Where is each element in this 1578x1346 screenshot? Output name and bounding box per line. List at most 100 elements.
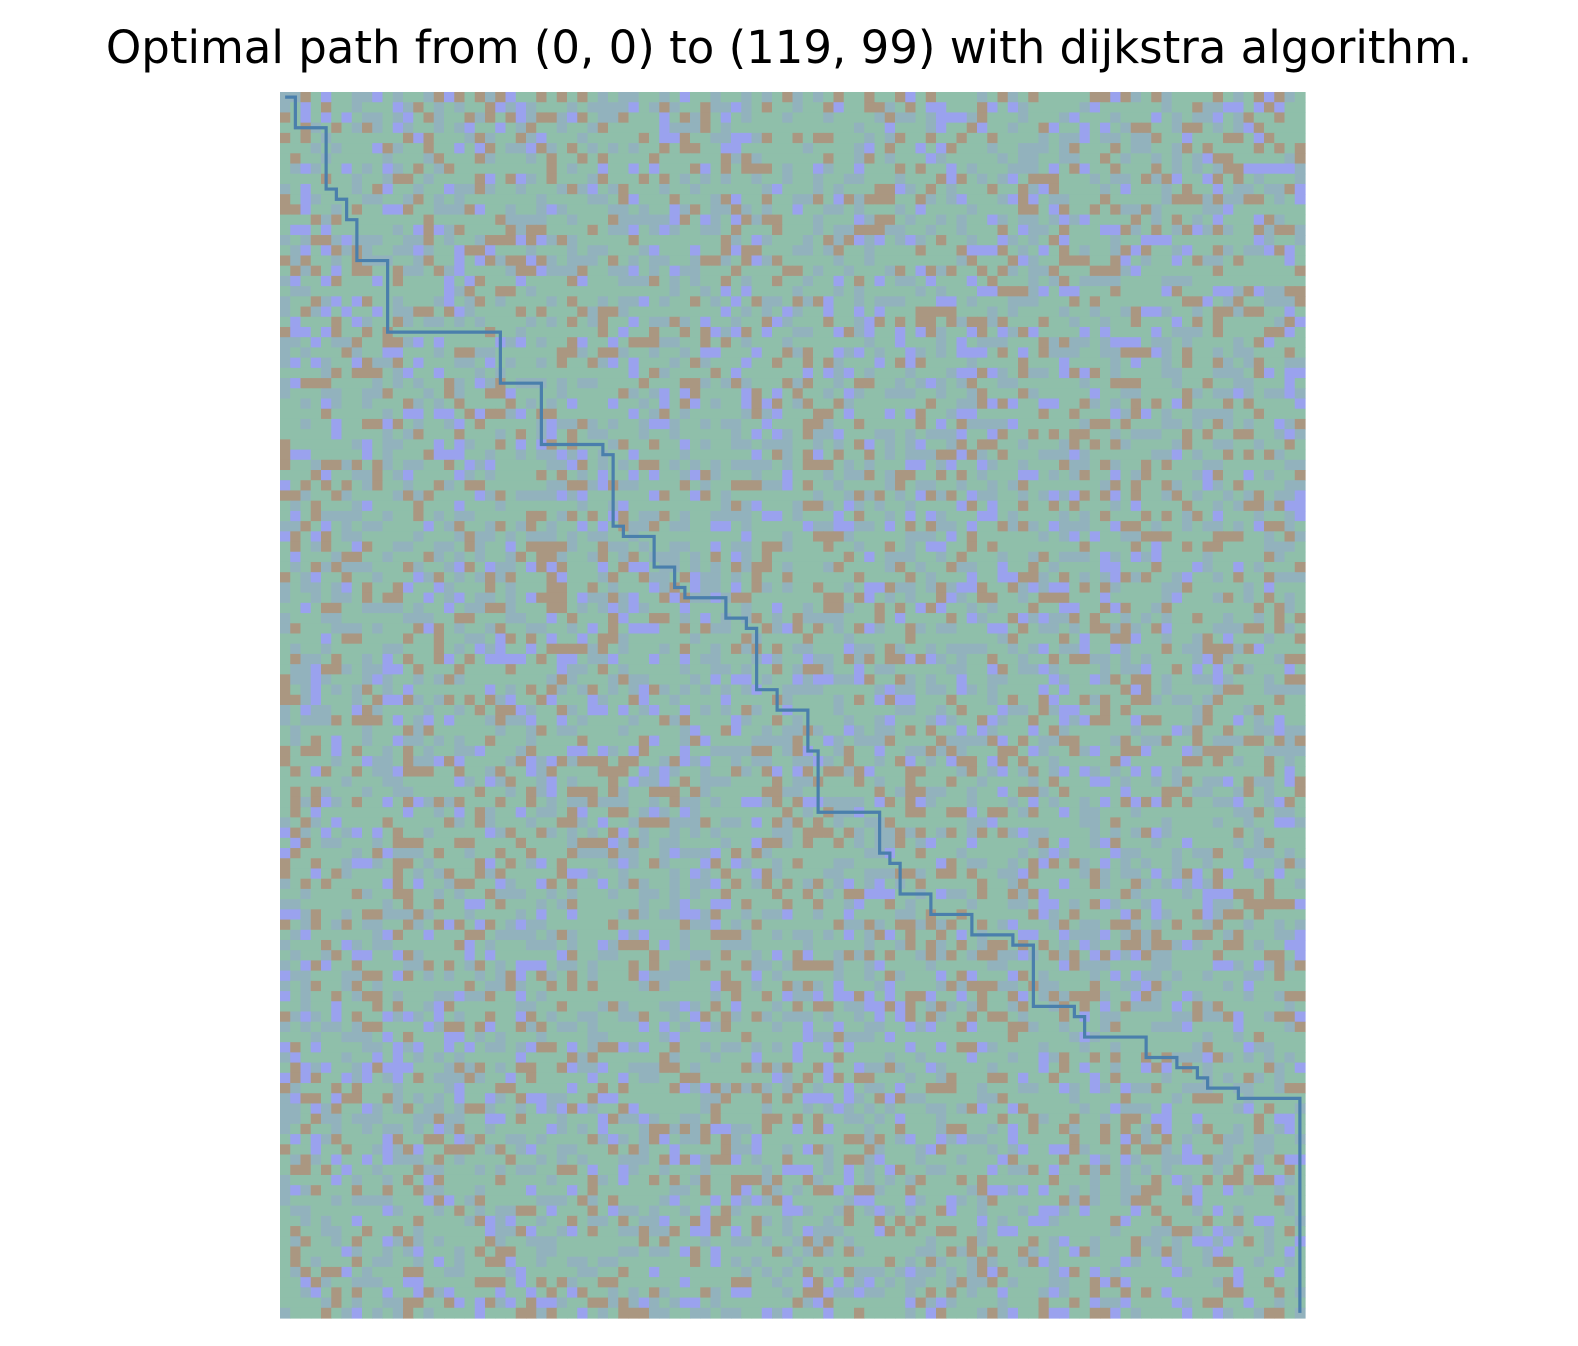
grid-cell bbox=[1141, 367, 1152, 379]
grid-cell bbox=[392, 112, 404, 124]
grid-cell bbox=[351, 582, 363, 594]
grid-cell bbox=[403, 531, 414, 543]
grid-cell bbox=[1264, 551, 1275, 563]
grid-cell bbox=[802, 541, 814, 553]
grid-cell bbox=[1038, 235, 1050, 246]
grid-cell bbox=[1018, 173, 1029, 185]
grid-cell bbox=[1120, 163, 1132, 175]
grid-cell bbox=[597, 378, 609, 389]
grid-cell bbox=[710, 306, 722, 318]
grid-cell bbox=[782, 235, 794, 246]
grid-cell bbox=[546, 132, 558, 144]
grid-cell bbox=[1048, 132, 1060, 144]
grid-cell bbox=[690, 378, 701, 389]
grid-cell bbox=[474, 316, 486, 328]
grid-cell bbox=[1079, 183, 1091, 195]
grid-cell bbox=[280, 296, 291, 308]
grid-cell bbox=[997, 214, 1009, 226]
grid-cell bbox=[854, 265, 865, 277]
grid-cell bbox=[321, 490, 332, 502]
grid-cell bbox=[936, 194, 947, 205]
grid-cell bbox=[1284, 143, 1296, 154]
grid-cell bbox=[474, 194, 486, 205]
grid-cell bbox=[1110, 582, 1122, 594]
grid-cell bbox=[772, 173, 783, 185]
grid-cell bbox=[956, 194, 968, 205]
grid-cell bbox=[1274, 122, 1286, 134]
grid-cell bbox=[464, 296, 476, 308]
grid-cell bbox=[413, 490, 425, 502]
grid-cell bbox=[782, 551, 794, 563]
grid-cell bbox=[1018, 470, 1029, 481]
grid-cell bbox=[823, 561, 835, 573]
grid-cell bbox=[1069, 429, 1081, 440]
grid-cell bbox=[772, 510, 783, 522]
grid-cell bbox=[546, 337, 558, 349]
grid-cell bbox=[1038, 418, 1050, 430]
grid-cell bbox=[710, 521, 722, 532]
grid-cell bbox=[1079, 112, 1091, 124]
grid-cell bbox=[444, 122, 455, 134]
grid-cell bbox=[1274, 316, 1286, 328]
grid-cell bbox=[1171, 153, 1183, 165]
grid-cell bbox=[1069, 347, 1081, 359]
grid-cell bbox=[669, 510, 681, 522]
grid-cell bbox=[1274, 347, 1286, 359]
grid-cell bbox=[1018, 572, 1029, 583]
grid-cell bbox=[300, 235, 312, 246]
grid-cell bbox=[403, 306, 414, 318]
grid-cell bbox=[946, 214, 958, 226]
grid-cell bbox=[1089, 132, 1101, 144]
grid-cell bbox=[454, 561, 466, 573]
grid-cell bbox=[833, 347, 845, 359]
grid-cell bbox=[884, 490, 896, 502]
grid-cell bbox=[833, 561, 845, 573]
grid-cell bbox=[946, 296, 958, 308]
grid-cell bbox=[761, 265, 773, 277]
grid-cell bbox=[1264, 388, 1275, 400]
grid-cell bbox=[905, 470, 917, 481]
grid-cell bbox=[1284, 153, 1296, 165]
grid-cell bbox=[526, 153, 537, 165]
grid-cell bbox=[792, 408, 804, 420]
grid-cell bbox=[351, 408, 363, 420]
grid-cell bbox=[1141, 531, 1152, 543]
grid-cell bbox=[1100, 378, 1111, 389]
grid-cell bbox=[628, 255, 640, 267]
grid-cell bbox=[895, 214, 906, 226]
grid-cell bbox=[761, 132, 773, 144]
grid-cell bbox=[987, 490, 999, 502]
grid-cell bbox=[392, 541, 404, 553]
grid-cell bbox=[536, 551, 548, 563]
grid-cell bbox=[300, 572, 312, 583]
grid-cell bbox=[1089, 439, 1101, 451]
grid-cell bbox=[1130, 326, 1142, 338]
grid-cell bbox=[977, 561, 988, 573]
grid-cell bbox=[1192, 541, 1204, 553]
grid-cell bbox=[454, 408, 466, 420]
grid-cell bbox=[1202, 347, 1214, 359]
grid-cell bbox=[526, 204, 537, 216]
grid-cell bbox=[1171, 316, 1183, 328]
grid-cell bbox=[854, 194, 865, 205]
grid-cell bbox=[546, 490, 558, 502]
grid-cell bbox=[741, 357, 753, 369]
grid-cell bbox=[1223, 153, 1234, 165]
grid-cell bbox=[1161, 449, 1173, 461]
grid-cell bbox=[884, 429, 896, 440]
grid-cell bbox=[1141, 572, 1152, 583]
grid-cell bbox=[813, 367, 824, 379]
grid-cell bbox=[321, 561, 332, 573]
grid-cell bbox=[567, 306, 578, 318]
grid-cell bbox=[802, 173, 814, 185]
grid-cell bbox=[1089, 592, 1101, 604]
grid-cell bbox=[946, 398, 958, 410]
grid-cell bbox=[659, 551, 671, 563]
grid-cell bbox=[310, 255, 322, 267]
grid-cell bbox=[515, 572, 527, 583]
grid-cell bbox=[854, 388, 865, 400]
grid-cell bbox=[618, 551, 630, 563]
grid-cell bbox=[1202, 224, 1214, 236]
grid-cell bbox=[731, 265, 742, 277]
grid-cell bbox=[638, 439, 650, 451]
